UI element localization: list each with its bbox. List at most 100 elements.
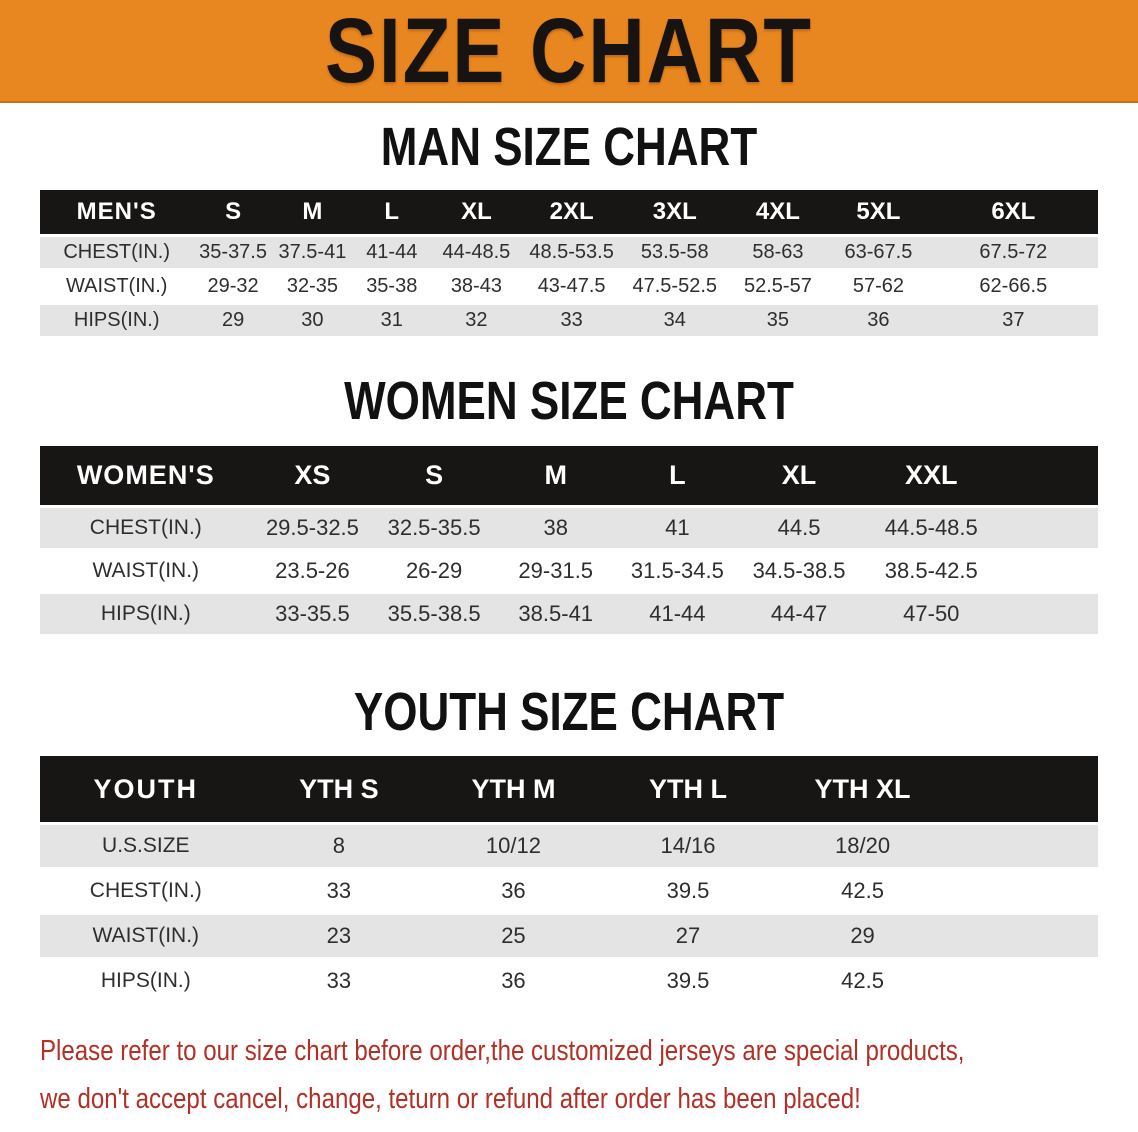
youth-table-label: YOUTH [40, 756, 252, 822]
size-value: 33 [251, 870, 427, 912]
row-label: CHEST(IN.) [40, 237, 194, 268]
youth-col-header: YTH M [426, 756, 601, 822]
womens-chest-row: CHEST(IN.) 29.5-32.5 32.5-35.5 38 41 44.… [40, 508, 1098, 548]
youth-section-title-text: YOUTH SIZE CHART [353, 682, 785, 743]
size-value: 32 [431, 305, 522, 336]
size-value: 38-43 [431, 271, 522, 302]
women-section-title: WOMEN SIZE CHART [0, 372, 1138, 432]
row-label: CHEST(IN.) [40, 508, 252, 548]
size-value: 39.5 [600, 870, 776, 912]
mens-col-header: XL [431, 190, 522, 234]
size-value: 42.5 [775, 870, 950, 912]
womens-size-table: WOMEN'S XS S M L XL XXL CHEST(IN.) 29.5-… [40, 443, 1098, 637]
size-value: 18/20 [775, 825, 950, 867]
size-value: 35 [727, 305, 829, 336]
spacer-cell [1002, 508, 1098, 548]
size-value: 33 [521, 305, 622, 336]
size-value: 52.5-57 [727, 271, 829, 302]
mens-col-header: 4XL [727, 190, 829, 234]
row-label: HIPS(IN.) [40, 594, 252, 634]
size-value: 62-66.5 [928, 271, 1098, 302]
youth-section-title: YOUTH SIZE CHART [0, 683, 1138, 743]
size-value: 41 [616, 508, 739, 548]
size-value: 41-44 [352, 237, 432, 268]
row-label: HIPS(IN.) [40, 960, 252, 1002]
size-value: 29 [775, 915, 950, 957]
womens-col-header: XXL [859, 446, 1003, 505]
size-value: 35.5-38.5 [373, 594, 495, 634]
size-value: 37 [928, 305, 1098, 336]
mens-header-row: MEN'S S M L XL 2XL 3XL 4XL 5XL 6XL [40, 190, 1098, 234]
size-value: 34.5-38.5 [738, 551, 860, 591]
womens-col-header: L [616, 446, 739, 505]
row-label: WAIST(IN.) [40, 915, 252, 957]
size-value: 44.5-48.5 [859, 508, 1003, 548]
mens-col-header: 5XL [828, 190, 929, 234]
disclaimer-line-1: Please refer to our size chart before or… [40, 1035, 965, 1067]
size-value: 39.5 [600, 960, 776, 1002]
mens-col-header: L [352, 190, 432, 234]
womens-hips-row: HIPS(IN.) 33-35.5 35.5-38.5 38.5-41 41-4… [40, 594, 1098, 634]
mens-hips-row: HIPS(IN.) 29 30 31 32 33 34 35 36 37 [40, 305, 1098, 336]
youth-size-table: YOUTH YTH S YTH M YTH L YTH XL U.S.SIZE … [40, 753, 1098, 1005]
womens-col-header: XS [251, 446, 374, 505]
mens-table-label: MEN'S [40, 190, 194, 234]
size-value: 33 [251, 960, 427, 1002]
youth-col-header: YTH XL [775, 756, 950, 822]
size-value: 31.5-34.5 [616, 551, 739, 591]
size-value: 44.5 [738, 508, 860, 548]
spacer-cell [949, 825, 1098, 867]
mens-chest-row: CHEST(IN.) 35-37.5 37.5-41 41-44 44-48.5… [40, 237, 1098, 268]
women-section-title-text: WOMEN SIZE CHART [344, 371, 794, 432]
size-value: 29-32 [193, 271, 273, 302]
womens-waist-row: WAIST(IN.) 23.5-26 26-29 29-31.5 31.5-34… [40, 551, 1098, 591]
spacer-cell [949, 756, 1098, 822]
size-value: 63-67.5 [828, 237, 929, 268]
size-value: 25 [426, 915, 601, 957]
womens-col-header: S [373, 446, 495, 505]
size-value: 57-62 [828, 271, 929, 302]
size-value: 44-47 [738, 594, 860, 634]
size-value: 36 [828, 305, 929, 336]
row-label: U.S.SIZE [40, 825, 252, 867]
size-value: 38 [494, 508, 617, 548]
size-value: 23.5-26 [251, 551, 374, 591]
size-value: 26-29 [373, 551, 495, 591]
mens-col-header: S [193, 190, 273, 234]
size-value: 23 [251, 915, 427, 957]
mens-size-table: MEN'S S M L XL 2XL 3XL 4XL 5XL 6XL CHEST… [40, 187, 1098, 339]
size-value: 29.5-32.5 [251, 508, 374, 548]
row-label: HIPS(IN.) [40, 305, 194, 336]
size-chart-banner: SIZE CHART [0, 0, 1138, 103]
size-value: 53.5-58 [621, 237, 728, 268]
youth-ussize-row: U.S.SIZE 8 10/12 14/16 18/20 [40, 825, 1098, 867]
size-value: 58-63 [727, 237, 829, 268]
size-value: 36 [426, 960, 601, 1002]
size-value: 29 [193, 305, 273, 336]
size-value: 41-44 [616, 594, 739, 634]
size-value: 37.5-41 [272, 237, 353, 268]
mens-col-header: 3XL [621, 190, 728, 234]
womens-col-header: XL [738, 446, 860, 505]
spacer-cell [949, 915, 1098, 957]
men-section-title-text: MAN SIZE CHART [380, 117, 758, 178]
youth-chest-row: CHEST(IN.) 33 36 39.5 42.5 [40, 870, 1098, 912]
row-label: WAIST(IN.) [40, 271, 194, 302]
size-value: 67.5-72 [928, 237, 1098, 268]
disclaimer-text: Please refer to our size chart before or… [40, 1027, 1138, 1123]
size-value: 38.5-42.5 [859, 551, 1003, 591]
womens-header-row: WOMEN'S XS S M L XL XXL [40, 446, 1098, 505]
youth-hips-row: HIPS(IN.) 33 36 39.5 42.5 [40, 960, 1098, 1002]
size-value: 14/16 [600, 825, 776, 867]
size-value: 31 [352, 305, 432, 336]
spacer-cell [949, 870, 1098, 912]
banner-title: SIZE CHART [325, 0, 813, 102]
womens-col-header: M [494, 446, 617, 505]
row-label: WAIST(IN.) [40, 551, 252, 591]
size-value: 48.5-53.5 [521, 237, 622, 268]
size-value: 35-37.5 [193, 237, 273, 268]
size-value: 32.5-35.5 [373, 508, 495, 548]
men-section-title: MAN SIZE CHART [0, 118, 1138, 178]
mens-col-header: 2XL [521, 190, 622, 234]
size-value: 8 [251, 825, 427, 867]
